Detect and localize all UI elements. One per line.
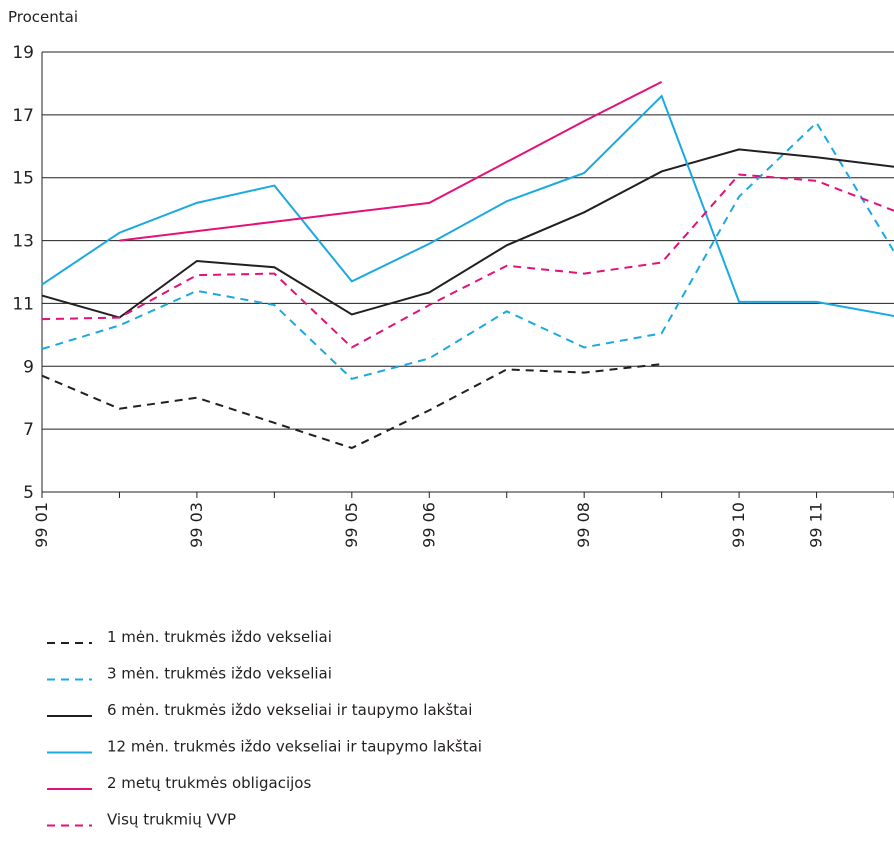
- y-tick-label: 19: [12, 43, 34, 63]
- series-line: [41, 121, 894, 380]
- y-tick-label: 7: [23, 420, 34, 440]
- x-tick-label: 99 08: [574, 502, 593, 548]
- y-tick-label: 11: [12, 294, 34, 314]
- y-tick-label: 5: [23, 483, 34, 503]
- y-tick-label: 17: [12, 106, 34, 126]
- legend-label: 6 mėn. trukmės iždo vekseliai ir taupymo…: [107, 701, 472, 719]
- series-line: [119, 80, 663, 242]
- legend-label: 3 mėn. trukmės iždo vekseliai: [107, 665, 332, 683]
- x-tick-label: 99 10: [729, 502, 748, 548]
- series-line: [41, 94, 894, 317]
- y-axis-label: Procentai: [8, 8, 78, 26]
- x-tick-label: 99 01: [32, 502, 51, 548]
- series-line: [41, 363, 662, 450]
- y-tick-label: 13: [12, 232, 34, 252]
- legend-label: 12 mėn. trukmės iždo vekseliai ir taupym…: [107, 738, 482, 756]
- x-tick-label: 99 06: [419, 502, 438, 548]
- legend-label: 2 metų trukmės obligacijos: [107, 774, 311, 792]
- series-line: [41, 148, 894, 319]
- x-tick-label: 99 03: [187, 502, 206, 548]
- y-tick-label: 9: [23, 357, 34, 377]
- x-tick-label: 99 11: [807, 502, 826, 548]
- legend-label: 1 mėn. trukmės iždo vekseliai: [107, 628, 332, 646]
- y-tick-label: 15: [12, 169, 34, 189]
- series-line: [41, 173, 894, 349]
- x-tick-label: 99 05: [342, 502, 361, 548]
- legend-label: Visų trukmių VVP: [107, 811, 236, 829]
